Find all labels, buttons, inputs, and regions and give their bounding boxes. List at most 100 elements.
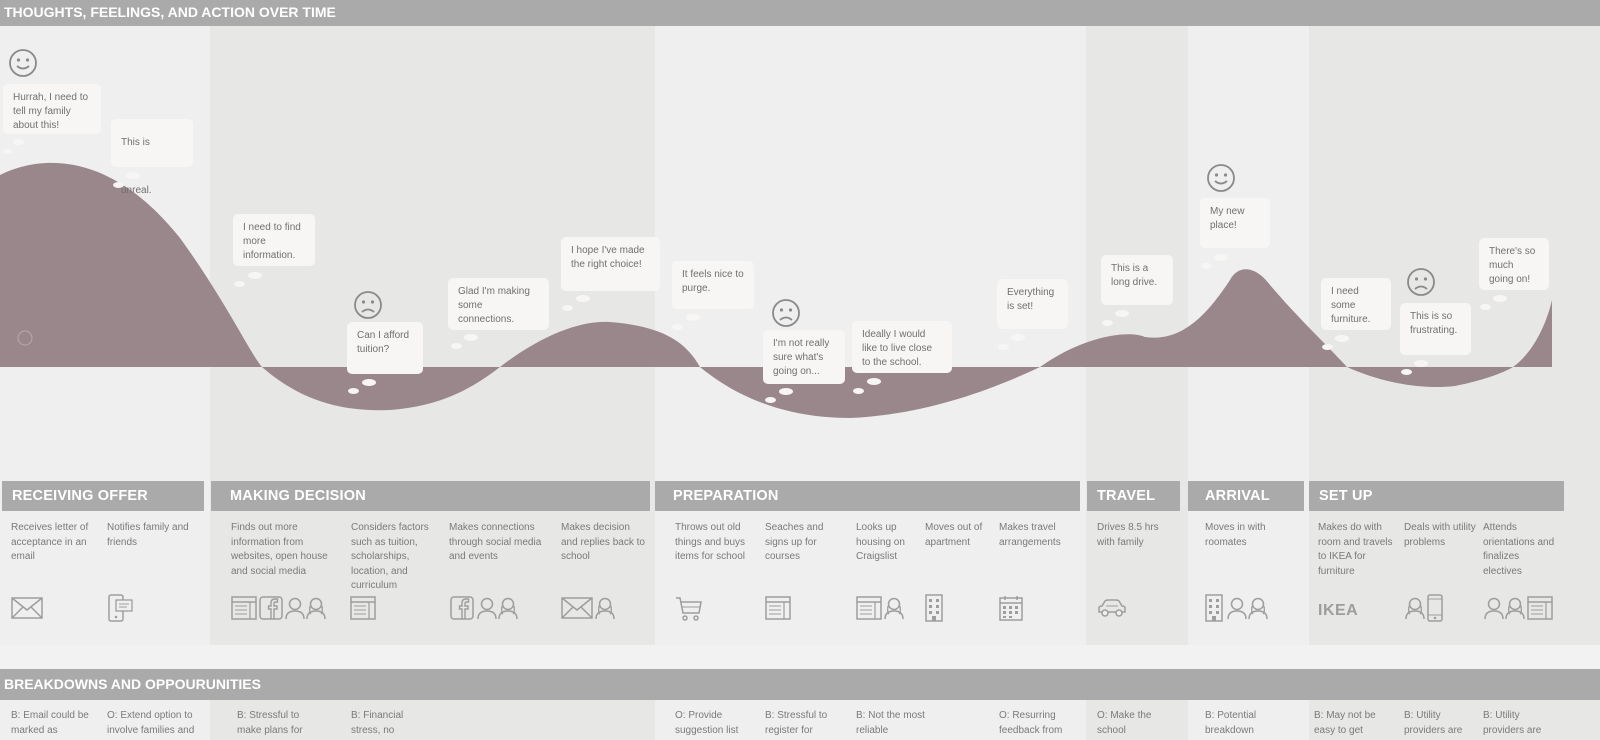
thought-bubble: I need some furniture. xyxy=(1321,278,1391,330)
sad-face-icon xyxy=(772,299,800,327)
sad-face-icon xyxy=(1407,268,1435,296)
breakdown-text: O: Resurring feedback from xyxy=(999,710,1063,736)
action-text: Makes do with room and travels to IKEA f… xyxy=(1318,522,1393,577)
bottom-band xyxy=(1188,700,1309,740)
thought-bubble: Hurrah, I need to tell my family about t… xyxy=(3,84,101,134)
website-icon xyxy=(231,596,257,620)
ikea-logo: IKEA xyxy=(1318,602,1358,618)
thought-bubble: This is unreal. xyxy=(111,119,193,196)
thought-dot xyxy=(1335,335,1349,342)
breakdown-text: B: Utility providers are xyxy=(1404,710,1463,736)
thought-dot xyxy=(779,388,793,395)
bottom-band xyxy=(0,700,210,740)
breakdown-text: B: Not the most reliable xyxy=(856,710,925,736)
breakdown-text: B: Email could be marked as xyxy=(11,710,89,736)
thought-dot xyxy=(113,182,124,188)
thought-dot xyxy=(451,343,462,349)
bottom-band xyxy=(1309,700,1600,740)
website-icon xyxy=(350,596,376,620)
action-text: Drives 8.5 hrs with family xyxy=(1097,522,1159,548)
website-icon xyxy=(765,596,791,620)
thought-bubble: Ideally I would like to live close to th… xyxy=(852,321,952,373)
thought-dot xyxy=(464,334,478,341)
action-text: Makes decision and replies back to schoo… xyxy=(561,522,645,562)
mail-icon xyxy=(561,597,593,619)
thought-dot xyxy=(562,305,573,311)
person-icon xyxy=(884,597,904,620)
thought-bubble: Glad I'm making some connections. xyxy=(448,278,549,330)
action-text: Makes connections through social media a… xyxy=(449,522,542,562)
thought-bubble: My new place! xyxy=(1200,198,1270,248)
thought-bubble: This is so frustrating. xyxy=(1400,303,1471,355)
thought-bubble: This is a long drive. xyxy=(1101,255,1173,305)
person-icon xyxy=(595,597,615,620)
facebook-icon xyxy=(450,596,474,620)
stage-travel: TRAVEL xyxy=(1087,481,1180,511)
thought-dot xyxy=(1011,334,1025,341)
thought-dot xyxy=(1102,320,1113,326)
stage-making-decision: MAKING DECISION xyxy=(211,481,650,511)
person-icon xyxy=(1405,597,1425,620)
breakdown-text: B: May not be easy to get xyxy=(1314,710,1376,736)
breakdown-text: B: Stressful to make plans for xyxy=(237,710,303,736)
people-icon xyxy=(1227,597,1268,620)
thought-dot xyxy=(1214,254,1228,261)
stage-arrival: ARRIVAL xyxy=(1188,481,1304,511)
thought-dot xyxy=(3,149,12,154)
website-icon xyxy=(1527,596,1553,620)
action-text: Moves out of apartment xyxy=(925,522,983,548)
action-text: Attends orientations and finalizes elect… xyxy=(1483,522,1555,577)
thought-dot xyxy=(867,378,881,385)
faint-face-icon xyxy=(17,330,33,346)
action-text: Receives letter of acceptance in an emai… xyxy=(11,522,89,562)
building-icon xyxy=(1205,594,1223,622)
thought-dot xyxy=(13,139,24,145)
stage-set-up: SET UP xyxy=(1309,481,1564,511)
action-text: Moves in with roomates xyxy=(1205,522,1266,548)
action-text: Deals with utility problems xyxy=(1404,522,1476,548)
phone-icon xyxy=(108,594,133,622)
sad-face-icon xyxy=(354,291,382,319)
people-icon xyxy=(285,597,326,620)
car-icon xyxy=(1098,599,1126,617)
mail-icon xyxy=(11,597,43,619)
action-text: Seaches and signs up for courses xyxy=(765,522,824,562)
thought-bubble: I hope I've made the right choice! xyxy=(561,237,660,291)
thought-dot xyxy=(248,272,262,279)
action-text: Finds out more information from websites… xyxy=(231,522,328,577)
breakdown-text: B: Financial stress, no xyxy=(351,710,404,736)
thought-dot xyxy=(1480,304,1491,310)
people-icon xyxy=(1484,597,1525,620)
thought-dot xyxy=(348,388,359,394)
thought-dot xyxy=(576,295,590,302)
thought-dot xyxy=(1414,360,1428,367)
thought-bubble: Can I afford tuition? xyxy=(347,322,423,374)
happy-face-icon xyxy=(1207,164,1235,192)
bottom-band xyxy=(210,700,655,740)
emotion-curve-dip xyxy=(700,367,1040,418)
thought-dot xyxy=(126,172,140,179)
action-text: Makes travel arrangements xyxy=(999,522,1061,548)
thought-dot xyxy=(1322,344,1333,350)
breakdown-text: O: Extend option to involve families and xyxy=(107,710,195,736)
thought-dot xyxy=(362,379,376,386)
action-text: Throws out old things and buys items for… xyxy=(675,522,746,562)
svg-text:IKEA: IKEA xyxy=(1318,602,1358,618)
thought-dot xyxy=(853,388,864,394)
bottom-band xyxy=(655,700,1086,740)
thought-dot xyxy=(672,324,683,330)
calendar-icon xyxy=(999,596,1023,621)
thought-bubble: I need to find more information. xyxy=(233,214,315,266)
happy-face-icon xyxy=(9,49,37,77)
building-icon xyxy=(925,594,943,622)
thought-dot xyxy=(1493,295,1507,302)
thought-dot xyxy=(765,397,776,403)
phone-icon xyxy=(1427,594,1443,622)
thought-bubble: There's so much going on! xyxy=(1479,238,1549,290)
thought-dot xyxy=(1115,310,1129,317)
thought-dot xyxy=(234,281,245,287)
breakdown-text: B: Utility providers are xyxy=(1483,710,1542,736)
action-text: Notifies family and friends xyxy=(107,522,189,548)
breakdown-text: O: Provide suggestion list xyxy=(675,710,739,736)
thought-dot xyxy=(1401,369,1412,375)
